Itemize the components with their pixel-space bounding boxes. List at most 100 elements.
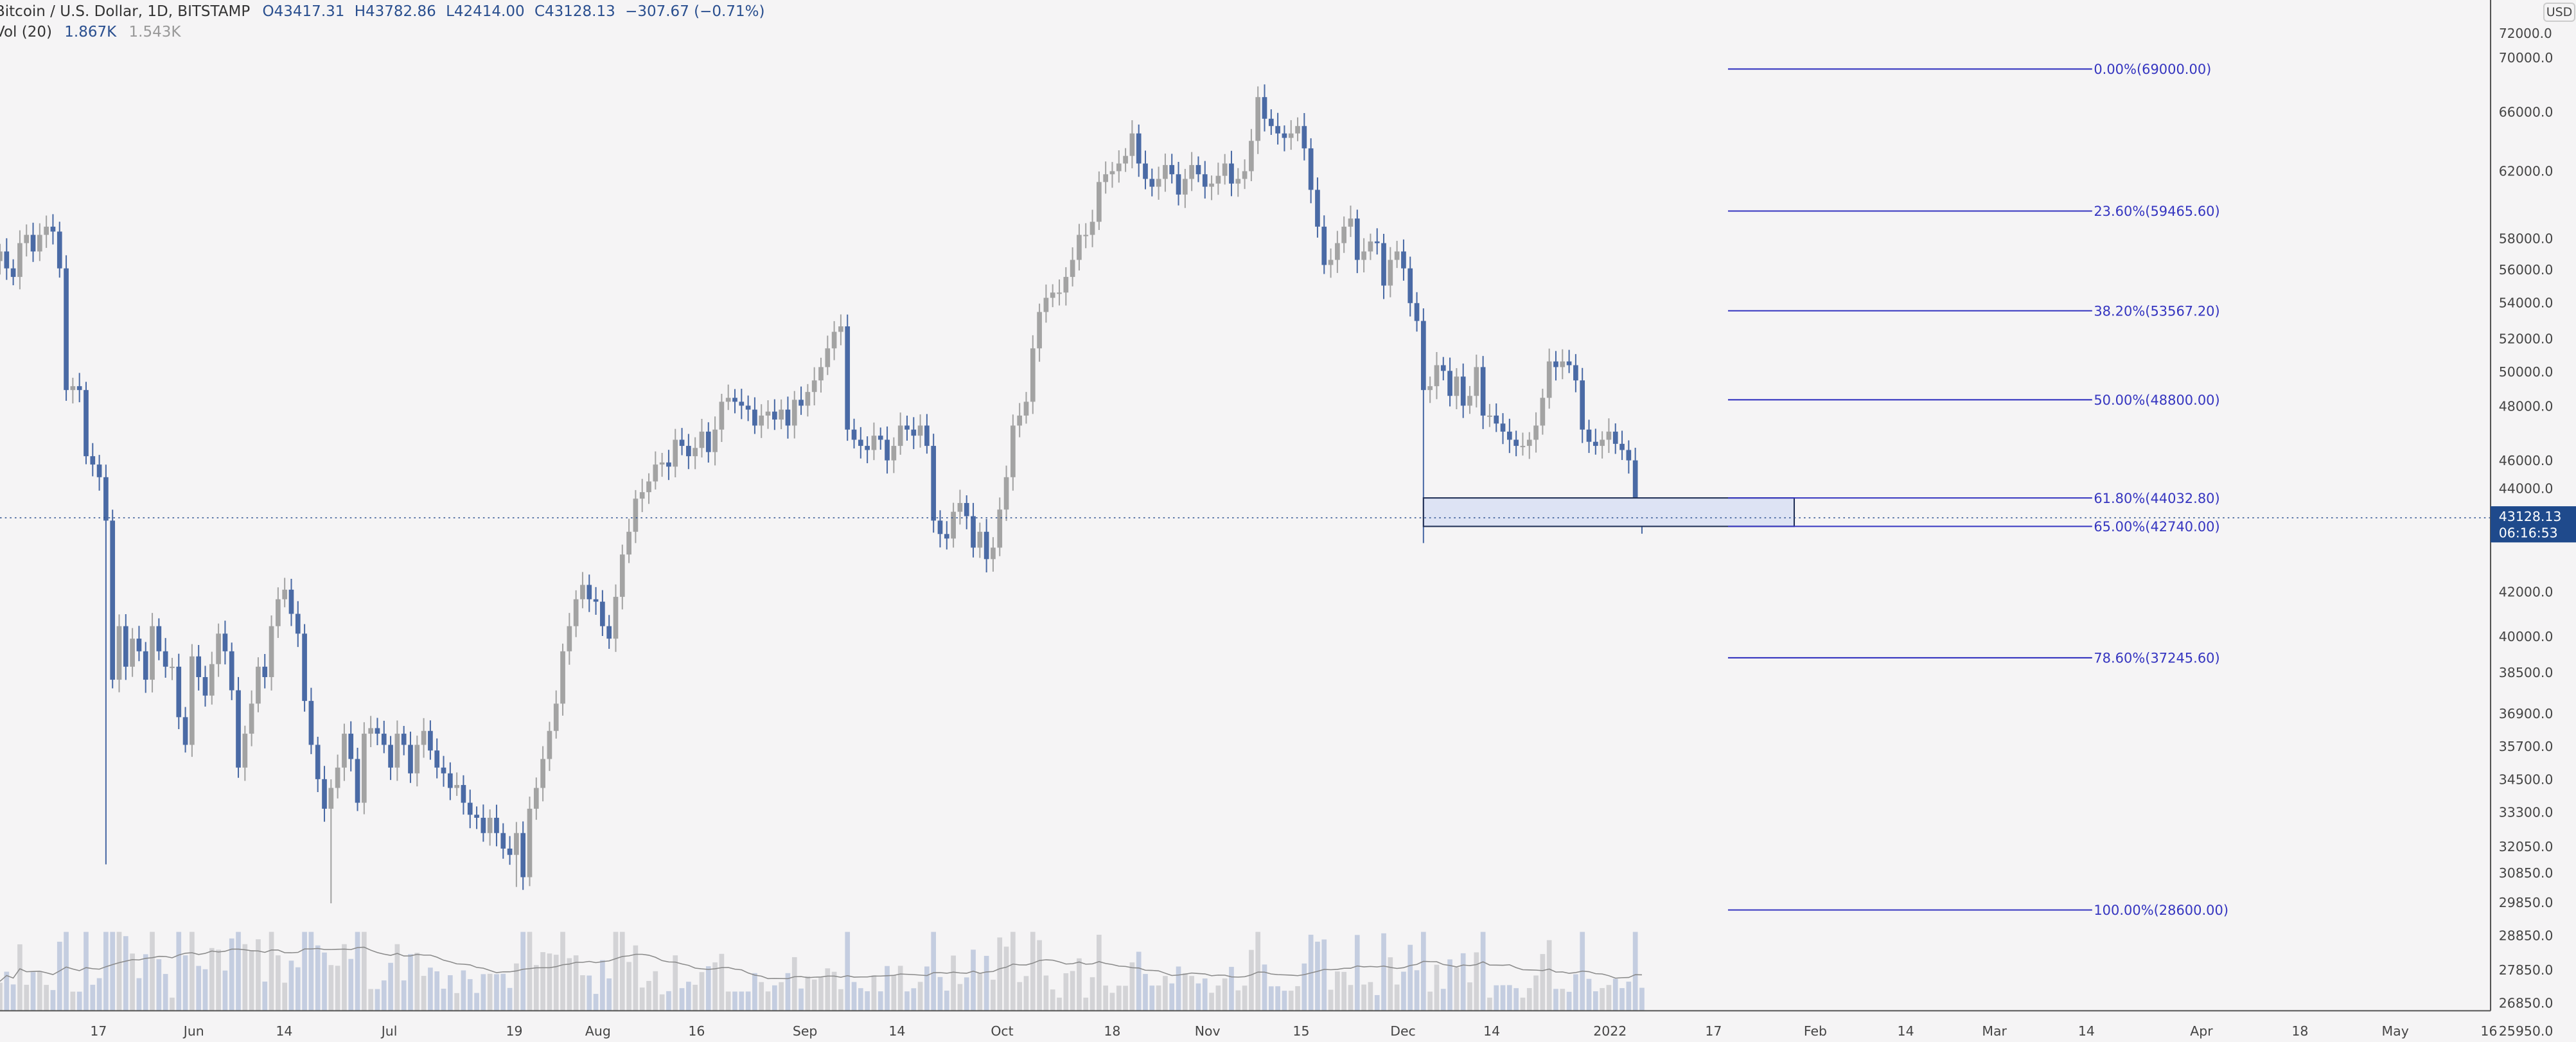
volume-bar xyxy=(1103,985,1108,1011)
candle-body xyxy=(1520,446,1526,448)
volume-bar xyxy=(527,932,533,1011)
candle-body xyxy=(977,531,983,548)
candle-body xyxy=(1573,365,1578,381)
candle-body xyxy=(474,815,479,818)
volume-bar xyxy=(461,970,466,1011)
volume-bar xyxy=(600,960,605,1011)
candle-body xyxy=(1156,179,1161,187)
volume-bar xyxy=(1295,986,1300,1011)
candle-body xyxy=(342,734,347,768)
candle-body xyxy=(467,802,473,815)
candle-body xyxy=(1189,164,1194,179)
candle-body xyxy=(1546,361,1552,398)
volume-bar xyxy=(1592,991,1598,1011)
candle-body xyxy=(1460,376,1466,406)
candle-body xyxy=(414,745,420,773)
volume-bar xyxy=(150,932,155,1011)
fib-level-label: 78.60%(37245.60) xyxy=(2094,651,2219,666)
time-axis-label: Mar xyxy=(1982,1023,2007,1039)
volume-label[interactable]: Vol (20) xyxy=(0,24,52,40)
time-axis-label: Oct xyxy=(991,1023,1013,1039)
candle-body xyxy=(216,633,221,664)
candle-body xyxy=(1063,277,1069,293)
candle-body xyxy=(315,745,321,779)
volume-bar xyxy=(182,955,188,1011)
candle-body xyxy=(1348,218,1354,227)
price-axis-label: 25950.0 xyxy=(2499,1023,2554,1039)
volume-bar xyxy=(1639,987,1645,1011)
volume-bar xyxy=(997,937,1003,1011)
candle-body xyxy=(70,386,76,391)
volume-bar xyxy=(190,932,195,1011)
volume-bar xyxy=(1341,971,1347,1011)
candle-body xyxy=(37,234,42,252)
candle-body xyxy=(454,784,459,788)
volume-bar xyxy=(924,966,930,1011)
volume-bar xyxy=(1169,983,1175,1011)
candle-body xyxy=(811,380,817,393)
volume-bar xyxy=(897,966,903,1011)
candle-body xyxy=(600,601,605,626)
volume-bar xyxy=(1335,971,1340,1011)
volume-bar xyxy=(494,974,499,1011)
candle-body xyxy=(401,734,407,745)
candle-body xyxy=(1103,174,1108,182)
volume-bar xyxy=(342,944,347,1011)
time-axis-label: 18 xyxy=(2291,1023,2308,1039)
volume-bar xyxy=(4,971,10,1011)
candle-body xyxy=(84,390,89,457)
volume-bar xyxy=(560,932,565,1011)
candle-body xyxy=(1295,126,1300,134)
volume-bar xyxy=(964,977,969,1011)
volume-bar xyxy=(242,944,248,1011)
candle-body xyxy=(282,589,288,599)
volume-bar xyxy=(507,987,513,1011)
fib-level-label: 23.60%(59465.60) xyxy=(2094,204,2219,219)
symbol-title[interactable]: Bitcoin / U.S. Dollar, 1D, BITSTAMP xyxy=(0,3,251,20)
price-axis-label: 35700.0 xyxy=(2499,739,2554,754)
candle-body xyxy=(514,833,519,855)
candle-body xyxy=(1421,321,1426,391)
volume-bar xyxy=(1546,940,1552,1011)
candle-body xyxy=(348,734,354,759)
candle-body xyxy=(368,728,373,734)
currency-button[interactable]: USD xyxy=(2543,3,2575,22)
price-axis-label: 44000.0 xyxy=(2499,481,2554,497)
candle-body xyxy=(666,462,671,467)
volume-bar xyxy=(1315,941,1320,1011)
candle-body xyxy=(911,429,917,436)
candle-body xyxy=(613,597,619,639)
volume-bar xyxy=(368,989,373,1011)
volume-bar xyxy=(1222,978,1228,1011)
candle-body xyxy=(1209,183,1214,187)
candle-body xyxy=(90,456,96,465)
volume-bar xyxy=(1460,953,1466,1011)
candle-body xyxy=(1354,218,1360,260)
price-axis-label: 32050.0 xyxy=(2499,839,2554,854)
volume-bar xyxy=(838,989,843,1011)
fibonacci-retracement[interactable]: 0.00%(69000.00) 23.60%(59465.60) 38.20%(53… xyxy=(1422,62,2228,918)
volume-bar xyxy=(110,932,116,1011)
volume-bar xyxy=(130,953,135,1011)
candle-body xyxy=(527,808,533,878)
volume-bar xyxy=(580,975,585,1011)
volume-bar xyxy=(1553,989,1558,1011)
volume-bar xyxy=(1361,984,1366,1011)
volume-bar xyxy=(421,976,427,1011)
volume-bar xyxy=(798,988,804,1011)
volume-bar xyxy=(567,958,572,1011)
candle-body xyxy=(182,717,188,745)
candle-body xyxy=(1321,226,1327,265)
candle-body xyxy=(1090,222,1095,235)
candle-body xyxy=(957,502,963,512)
volume-bar xyxy=(1626,982,1632,1011)
candle-body xyxy=(547,730,552,759)
volume-bar xyxy=(1109,993,1115,1011)
candle-body xyxy=(1255,97,1261,141)
candle-body xyxy=(388,745,393,768)
candle-body xyxy=(1553,361,1558,367)
candle-body xyxy=(951,511,956,539)
candle-body xyxy=(1580,380,1585,430)
candle-body xyxy=(150,626,155,680)
